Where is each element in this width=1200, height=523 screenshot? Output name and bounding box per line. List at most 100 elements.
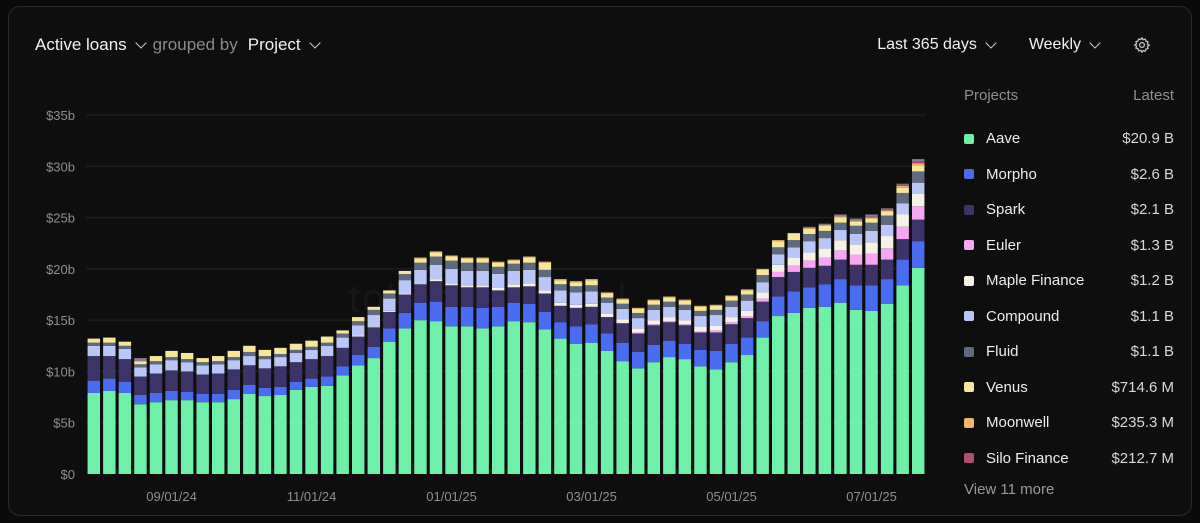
legend-item-value: $1.2 B	[1130, 272, 1174, 290]
bar-segment	[445, 268, 458, 284]
legend-item-value: $1.3 B	[1130, 236, 1174, 254]
bar-segment	[336, 337, 349, 348]
legend-item[interactable]: Spark $2.1 B	[964, 192, 1174, 228]
bar-segment	[554, 280, 567, 285]
bar-segment	[569, 281, 583, 283]
legend-item-value: $20.9 B	[1122, 130, 1174, 148]
bar-segment	[523, 269, 536, 284]
bar-segment	[865, 216, 878, 218]
bar-segment	[725, 343, 738, 363]
bar-segment	[865, 217, 878, 219]
bar-segment	[414, 269, 427, 284]
chart-card: Active loans grouped by Project Last 365…	[8, 6, 1192, 516]
bar-segment	[740, 316, 754, 319]
bar-segment	[212, 356, 225, 362]
bar-segment	[678, 320, 692, 325]
bar-segment	[274, 353, 287, 358]
date-range-selector[interactable]: Last 365 days	[877, 36, 997, 54]
bar-segment	[352, 365, 365, 474]
bar-segment	[740, 318, 754, 338]
y-tick-label: $30b	[46, 159, 75, 174]
interval-selector[interactable]: Weekly	[1029, 36, 1101, 54]
legend-item[interactable]: Moonwell $235.3 M	[964, 405, 1174, 441]
bar-segment	[492, 273, 505, 288]
bar-segment	[616, 308, 629, 320]
bar-segment	[227, 399, 240, 474]
bar-segment	[320, 356, 334, 377]
bar-segment	[149, 356, 163, 362]
bar-segment	[87, 338, 100, 343]
bar-segment	[787, 247, 800, 258]
legend-item-name: Compound	[986, 307, 1060, 325]
bar-segment	[880, 303, 894, 474]
bar-segment	[383, 311, 396, 329]
legend-item[interactable]: Aave $20.9 B	[964, 121, 1174, 157]
bar-segment	[678, 300, 692, 305]
bar-segment	[616, 323, 629, 343]
view-more-link[interactable]: View 11 more	[964, 481, 1055, 498]
legend-item[interactable]: Morpho $2.6 B	[964, 157, 1174, 193]
bar-segment	[196, 402, 209, 474]
bar-segment	[772, 264, 785, 272]
bar-segment	[336, 375, 349, 474]
bar-segment	[538, 277, 552, 291]
legend-item[interactable]: Silo Finance $212.7 M	[964, 441, 1174, 477]
legend-item[interactable]: Venus $714.6 M	[964, 370, 1174, 406]
bar-segment	[538, 311, 552, 330]
bar-segment	[834, 217, 847, 223]
bar-segment	[818, 224, 832, 226]
bar-segment	[554, 322, 567, 339]
legend-item-name: Venus	[986, 378, 1028, 396]
bar-segment	[383, 328, 396, 342]
bar-segment	[180, 362, 194, 372]
bar-segment	[103, 378, 116, 391]
bar-segment	[663, 306, 676, 318]
bar-segment	[880, 209, 894, 211]
bar-segment	[616, 299, 629, 304]
bar-segment	[103, 345, 116, 357]
chevron-down-icon	[135, 37, 147, 49]
legend-swatch	[964, 346, 974, 357]
bar-segment	[725, 317, 738, 323]
bar-segment	[834, 216, 847, 218]
legend-item-value: $212.7 M	[1111, 449, 1174, 467]
bar-segment	[880, 279, 894, 304]
bar-segment	[289, 362, 303, 382]
legend-item[interactable]: Euler $1.3 B	[964, 228, 1174, 264]
bar-segment	[149, 373, 163, 393]
bar-segment	[756, 275, 769, 283]
bar-segment	[663, 301, 676, 307]
bar-segment	[87, 380, 100, 393]
bar-segment	[756, 337, 769, 474]
legend-item-name: Morpho	[986, 165, 1037, 183]
bar-segment	[600, 333, 614, 351]
legend-item[interactable]: Fluid $1.1 B	[964, 334, 1174, 370]
bar-segment	[492, 306, 505, 327]
bar-segment	[772, 254, 785, 265]
legend-swatch	[964, 169, 974, 180]
gear-icon[interactable]	[1133, 36, 1151, 54]
bar-segment	[585, 285, 598, 292]
bar-segment	[507, 260, 520, 264]
bar-segment	[445, 283, 458, 286]
metric-selector[interactable]: Active loans	[35, 35, 147, 55]
legend-item[interactable]: Compound $1.1 B	[964, 299, 1174, 335]
bar-segment	[554, 284, 567, 291]
legend-swatch	[964, 240, 974, 251]
bar-segment	[834, 302, 847, 474]
bar-segment	[865, 218, 878, 223]
bar-segment	[227, 350, 240, 358]
bar-segment	[663, 317, 676, 322]
bar-segment	[414, 258, 427, 263]
bar-segment	[492, 261, 505, 263]
bar-segment	[880, 236, 894, 249]
y-tick-label: $35b	[46, 108, 75, 123]
bar-segment	[803, 252, 816, 261]
bar-segment	[834, 259, 847, 280]
legend-item[interactable]: Maple Finance $1.2 B	[964, 263, 1174, 299]
bar-segment	[865, 253, 878, 265]
bar-segment	[772, 277, 785, 297]
group-selector[interactable]: Project	[248, 35, 321, 55]
bar-segment	[632, 368, 645, 474]
legend-item-name: Silo Finance	[986, 449, 1069, 467]
